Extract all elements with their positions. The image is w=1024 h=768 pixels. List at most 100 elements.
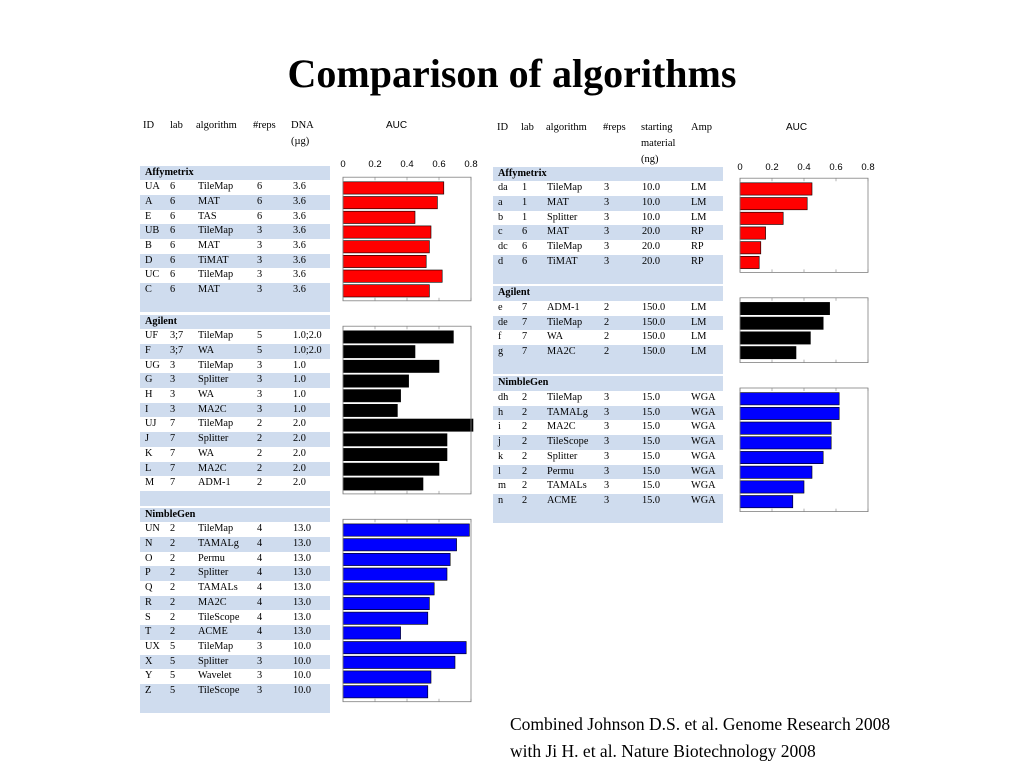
table-cell: 5 xyxy=(170,640,176,652)
table-cell: ACME xyxy=(198,626,228,638)
table-cell: 5 xyxy=(170,685,176,696)
table-cell: 2.0 xyxy=(293,477,306,489)
table-cell: 5 xyxy=(257,330,263,342)
auc-bar xyxy=(342,210,416,224)
table-cell: TiMAT xyxy=(547,255,578,267)
table-cell: Permu xyxy=(198,552,225,564)
table-cell: 15.0 xyxy=(642,465,661,477)
table-cell: MA2C xyxy=(547,345,576,357)
table-cell: 3 xyxy=(170,359,176,371)
table-cell: de xyxy=(498,316,508,328)
table-cell: 2 xyxy=(170,567,176,579)
table-cell: MAT xyxy=(547,226,569,238)
table-cell: LM xyxy=(691,301,707,313)
table-cell: 3;7 xyxy=(170,330,184,342)
table-cell: 2 xyxy=(522,480,528,492)
table-row: da 1 TileMap 3 10.0 LM xyxy=(493,181,723,196)
table-cell: 3 xyxy=(604,392,610,403)
x-tick-label: 0.8 xyxy=(464,159,477,170)
table-cell: 10.0 xyxy=(642,182,661,194)
table-cell: 15.0 xyxy=(642,406,661,418)
table-cell: TAMALs xyxy=(547,480,587,492)
table-cell: b xyxy=(498,211,504,223)
table-cell: h xyxy=(498,406,504,418)
table-cell: I xyxy=(145,403,149,415)
table-row: UG 3 TileMap 3 1.0 xyxy=(140,359,330,374)
table-cell: T xyxy=(145,626,152,638)
table-cell: 13.0 xyxy=(293,538,312,549)
table-cell: TileMap xyxy=(198,359,234,371)
table-cell: 3 xyxy=(604,226,610,238)
table-cell: 2 xyxy=(170,626,176,638)
auc-bar xyxy=(342,284,430,298)
table-cell: TileMap xyxy=(547,316,583,328)
table-cell: TileScope xyxy=(198,685,240,696)
table-cell: 3 xyxy=(257,389,263,400)
column-header: #reps xyxy=(253,120,276,131)
table-cell: 6 xyxy=(170,181,176,193)
table-cell: 2 xyxy=(522,450,528,462)
group-name: Affymetrix xyxy=(145,166,194,178)
table-cell: 3 xyxy=(257,254,263,266)
table-cell: TAMALg xyxy=(198,538,239,549)
table-cell: WA xyxy=(198,389,215,400)
table-cell: WGA xyxy=(691,465,716,477)
table-cell: UX xyxy=(145,640,160,652)
table-row: L 7 MA2C 2 2.0 xyxy=(140,461,330,477)
table-cell: 2 xyxy=(604,316,610,328)
table-cell: K xyxy=(145,447,153,459)
table-cell: 15.0 xyxy=(642,392,661,403)
group-header-row: Agilent xyxy=(493,286,723,301)
table-cell: Q xyxy=(145,582,153,594)
spacer-row xyxy=(140,490,330,506)
table-cell: 15.0 xyxy=(642,436,661,448)
table-cell: Splitter xyxy=(547,211,578,223)
table-cell: 3.6 xyxy=(293,269,306,281)
table-row: UX 5 TileMap 3 10.0 xyxy=(140,640,330,655)
table-cell: 10.0 xyxy=(642,196,661,208)
table-cell: 150.0 xyxy=(642,301,666,313)
table-cell: MA2C xyxy=(198,596,227,608)
table-cell: 20.0 xyxy=(642,226,661,238)
column-header: #reps xyxy=(603,122,626,133)
table-cell: 7 xyxy=(170,462,176,474)
table-cell: 3 xyxy=(257,655,263,667)
column-header: algorithm xyxy=(546,122,587,133)
table-cell: 3.6 xyxy=(293,225,306,237)
table-cell: 2 xyxy=(604,331,610,343)
table-cell: 3 xyxy=(604,211,610,223)
table-cell: ADM-1 xyxy=(547,301,580,313)
table-cell: 6 xyxy=(170,254,176,266)
table-cell: WGA xyxy=(691,406,716,418)
auc-bar xyxy=(739,465,813,479)
auc-bar xyxy=(342,225,432,239)
table-cell: 2 xyxy=(257,418,263,430)
auc-bar xyxy=(342,626,401,640)
table-cell: dh xyxy=(498,392,509,403)
table-cell: ACME xyxy=(547,494,577,506)
table-cell: 15.0 xyxy=(642,421,661,433)
auc-bar xyxy=(739,495,794,509)
table-cell: 10.0 xyxy=(293,655,312,667)
table-cell: D xyxy=(145,254,153,266)
table-row: M 7 ADM-1 2 2.0 xyxy=(140,476,330,491)
table-cell: 2 xyxy=(170,552,176,564)
table-cell: LM xyxy=(691,345,707,357)
table-cell: f xyxy=(498,331,502,343)
table-row: I 3 MA2C 3 1.0 xyxy=(140,402,330,418)
table-cell: 3 xyxy=(604,182,610,194)
table-cell: 10.0 xyxy=(293,670,312,682)
table-cell: S xyxy=(145,611,151,623)
column-header: ID xyxy=(143,120,155,131)
table-row: A 6 MAT 6 3.6 xyxy=(140,194,330,210)
table-cell: WA xyxy=(547,331,564,343)
group-name: Agilent xyxy=(498,287,531,299)
spacer-row xyxy=(493,269,723,285)
auc-bar xyxy=(739,255,760,269)
table-cell: 2 xyxy=(257,433,263,445)
table-cell: 2 xyxy=(522,465,528,477)
group-name: NimbleGen xyxy=(145,508,196,520)
table-cell: 10.0 xyxy=(293,685,312,696)
auc-bar xyxy=(739,302,830,315)
